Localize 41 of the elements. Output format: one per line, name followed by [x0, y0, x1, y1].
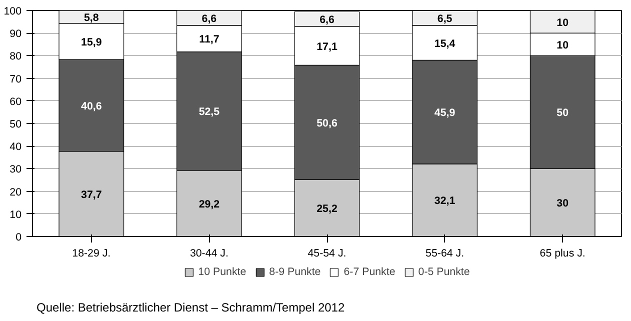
data-label: 29,2	[198, 198, 220, 211]
x-tick-label: 30-44 J.	[190, 248, 228, 260]
data-label: 10	[556, 39, 569, 52]
data-label: 6,5	[437, 13, 452, 26]
y-tick-label: 0	[16, 232, 22, 244]
legend-label: 8-9 Punkte	[269, 266, 321, 278]
data-label: 37,7	[81, 188, 102, 201]
y-tick-label: 10	[10, 208, 22, 221]
data-label: 45,9	[434, 107, 456, 120]
y-tick-label: 80	[10, 50, 22, 63]
x-tick-label: 65 plus J.	[540, 248, 586, 260]
y-tick-label: 50	[10, 118, 22, 130]
y-tick-label: 60	[10, 96, 22, 108]
data-label: 25,2	[316, 203, 338, 216]
data-label: 15,9	[81, 36, 102, 49]
data-label: 17,1	[316, 40, 338, 53]
legend-label: 6-7 Punkte	[344, 266, 396, 278]
data-label: 52,5	[198, 106, 220, 118]
x-tick-label: 18-29 J.	[72, 248, 111, 260]
data-label: 32,1	[434, 195, 456, 208]
source-note: Quelle: Betriebsärztlicher Dienst – Schramm/Tempel 2012	[36, 300, 345, 314]
legend-label: 0-5 Punkte	[418, 266, 470, 278]
legend-label: 10 Punkte	[198, 266, 246, 278]
data-label: 5,8	[84, 12, 99, 24]
y-tick-label: 100	[4, 6, 22, 18]
data-label: 10	[556, 16, 569, 29]
x-tick-label: 45-54 J.	[308, 248, 346, 260]
data-label: 50	[556, 107, 569, 120]
data-label: 11,7	[199, 34, 220, 46]
data-label: 6,6	[320, 14, 334, 26]
data-label: 6,6	[202, 12, 217, 25]
y-tick-label: 40	[10, 141, 22, 154]
y-tick-label: 70	[10, 73, 22, 86]
y-tick-label: 20	[10, 186, 22, 198]
y-tick-label: 90	[10, 28, 22, 40]
data-label: 50,6	[316, 117, 338, 130]
x-tick-label: 55-64 J.	[426, 248, 464, 260]
y-tick-label: 30	[10, 164, 22, 176]
data-label: 30	[556, 198, 569, 210]
data-label: 15,4	[434, 38, 456, 50]
data-label: 40,6	[81, 100, 102, 112]
